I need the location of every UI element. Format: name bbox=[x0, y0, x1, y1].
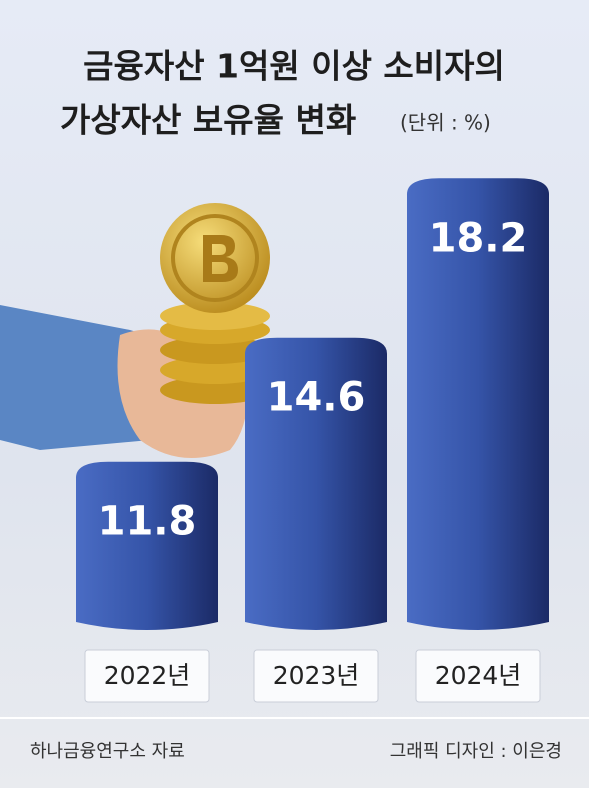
category-box bbox=[415, 649, 541, 703]
value-label: 11.8 bbox=[98, 499, 197, 545]
hand-illustration bbox=[0, 203, 270, 458]
category-box bbox=[84, 649, 210, 703]
unit-label: (단위 : %) bbox=[400, 111, 491, 135]
credit: 그래픽 디자인 : 이은경 bbox=[390, 741, 562, 762]
x-tick-label: 2022년 bbox=[104, 661, 191, 690]
chart-title: 가상자산 보유율 변화 bbox=[60, 101, 356, 140]
bar bbox=[407, 178, 549, 631]
source: 하나금융연구소 자료 bbox=[30, 741, 185, 762]
x-tick-label: 2023년 bbox=[273, 661, 360, 690]
category-box bbox=[253, 649, 379, 703]
bar bbox=[76, 461, 218, 630]
chart-title: 금융자산 1억원 이상 소비자의 bbox=[83, 47, 505, 86]
value-label: 18.2 bbox=[429, 215, 528, 261]
value-label: 14.6 bbox=[267, 375, 366, 421]
x-tick-label: 2024년 bbox=[435, 661, 522, 690]
bar bbox=[245, 337, 387, 630]
